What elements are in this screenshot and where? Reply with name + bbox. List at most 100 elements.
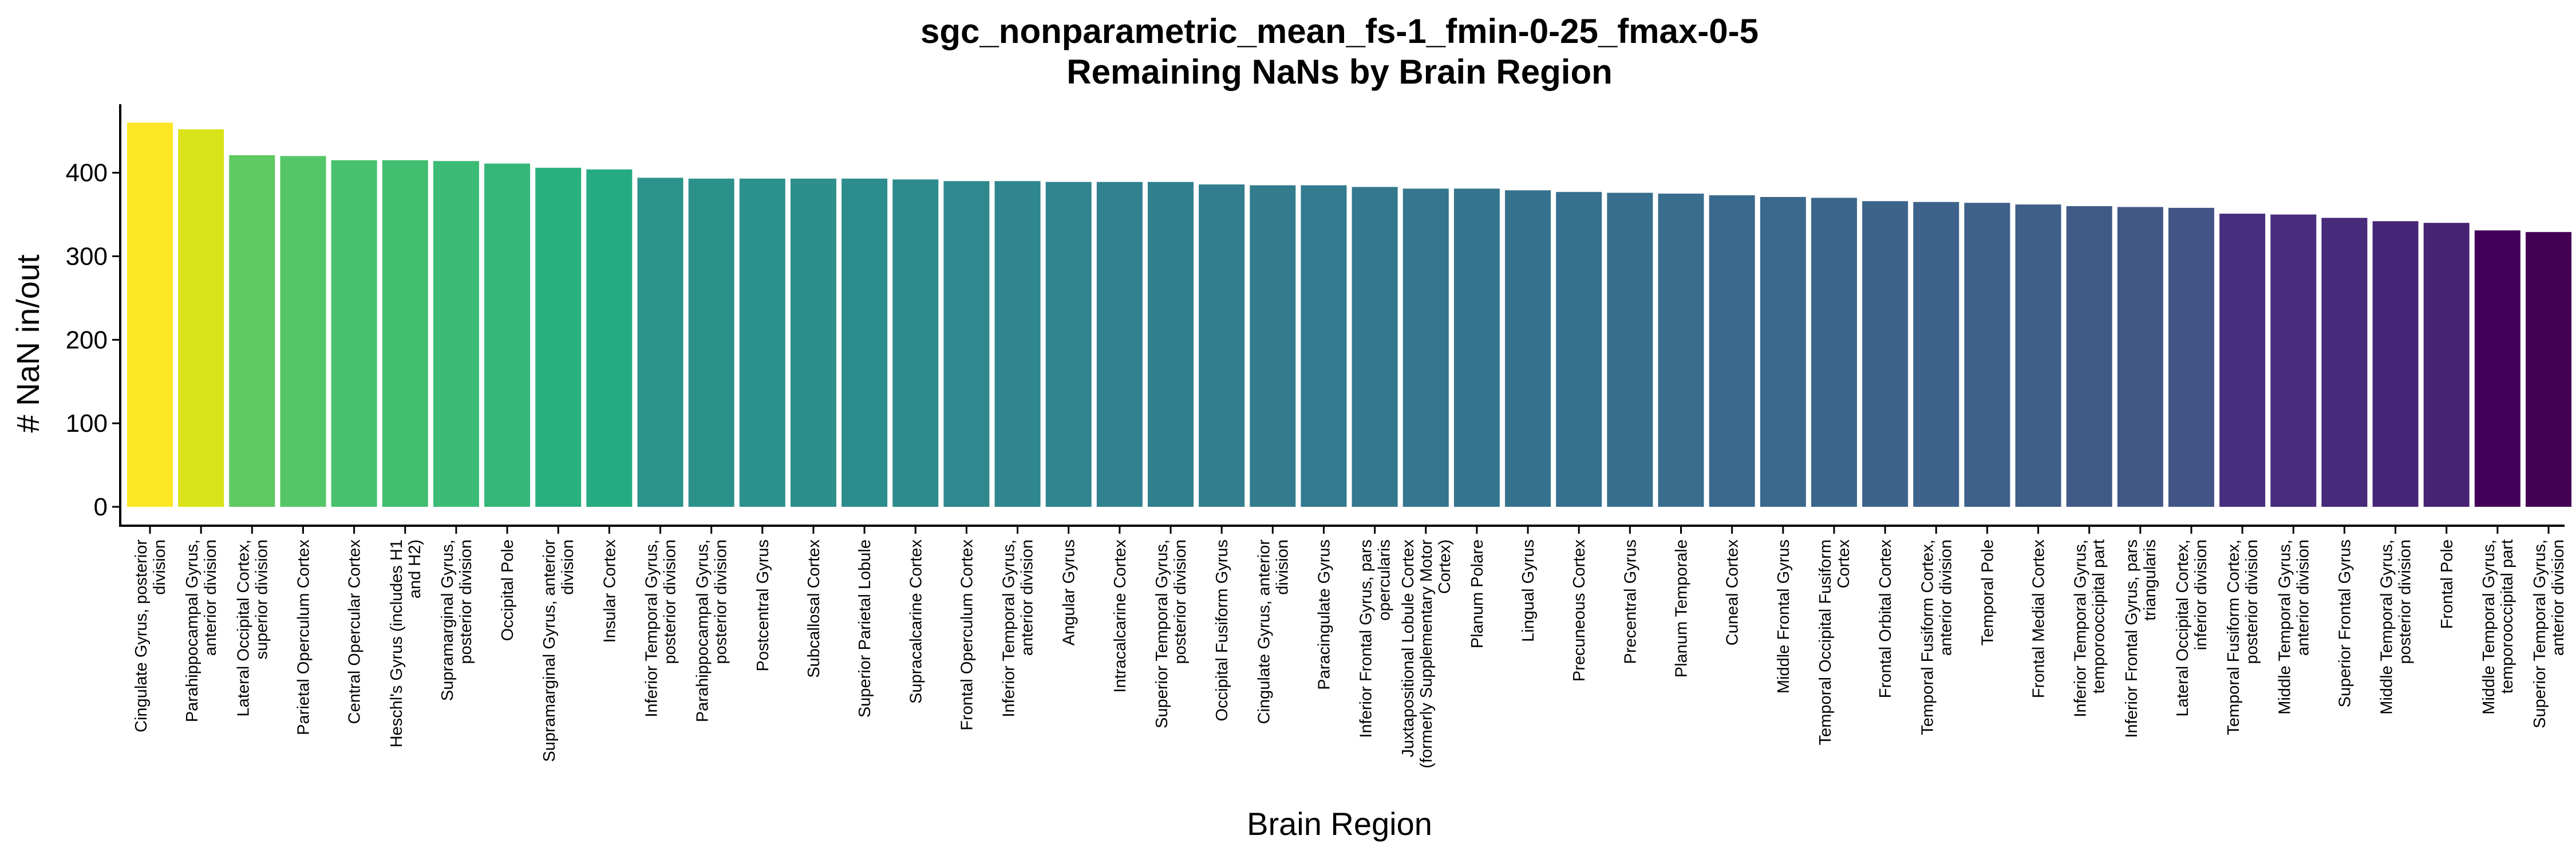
- bar: [1913, 202, 1959, 507]
- x-tick-label: Subcallosal Cortex: [805, 539, 823, 678]
- bar: [637, 178, 683, 507]
- bar: [790, 178, 836, 507]
- x-tick-label: Frontal Medial Cortex: [2030, 539, 2048, 699]
- x-tick-label: Middle Frontal Gyrus: [1775, 539, 1793, 693]
- x-tick-label: Parahippocampal Gyrus,anterior division: [183, 539, 220, 722]
- bar: [1301, 185, 1347, 507]
- y-axis: 0 100 200 300 400: [66, 104, 121, 526]
- bar: [280, 156, 326, 507]
- x-tick-label: Planum Polare: [1468, 539, 1487, 648]
- x-tick-label: Supramarginal Gyrus,posterior division: [438, 539, 475, 701]
- bar: [994, 181, 1041, 507]
- x-tick-label: Paracingulate Gyrus: [1315, 539, 1333, 690]
- chart-title: sgc_nonparametric_mean_fs-1_fmin-0-25_fm…: [920, 12, 1759, 50]
- x-tick-label: Middle Temporal Gyrus,temporooccipital p…: [2480, 539, 2516, 715]
- x-tick-label: Cingulate Gyrus, anteriordivision: [1255, 539, 1291, 724]
- bar: [2168, 207, 2214, 507]
- x-tick-label: Cingulate Gyrus, posteriordivision: [132, 539, 169, 732]
- bar: [2474, 230, 2520, 507]
- bar: [2066, 206, 2112, 507]
- bar: [1096, 182, 1143, 507]
- y-tick-label: 200: [66, 326, 108, 354]
- x-tick-label: Inferior Temporal Gyrus,posterior divisi…: [643, 539, 679, 718]
- y-tick-label: 400: [66, 159, 108, 187]
- x-axis-label: Brain Region: [1247, 806, 1432, 842]
- x-tick-label: Frontal Pole: [2438, 539, 2456, 629]
- bar: [2526, 232, 2572, 507]
- x-tick-label: Occipital Pole: [499, 539, 517, 641]
- x-tick-label: Superior Temporal Gyrus,anterior divisio…: [2531, 539, 2567, 728]
- bar: [2117, 207, 2163, 507]
- x-tick-label: Middle Temporal Gyrus,posterior division: [2378, 539, 2415, 715]
- bar: [382, 160, 428, 507]
- x-tick-label: Parahippocampal Gyrus,posterior division: [694, 539, 730, 722]
- x-tick-label: Temporal Pole: [1978, 539, 1997, 645]
- bar: [2270, 214, 2317, 507]
- bar: [688, 178, 734, 507]
- bar: [1402, 188, 1449, 507]
- x-axis: Cingulate Gyrus, posteriordivision Parahi…: [119, 525, 2567, 769]
- bar: [1760, 196, 1806, 507]
- x-tick-label: Superior Frontal Gyrus: [2336, 539, 2354, 707]
- bar: [586, 169, 633, 507]
- x-tick-label: Parietal Operculum Cortex: [294, 539, 313, 735]
- bar: [433, 161, 479, 507]
- bars-group: [127, 123, 2572, 507]
- bar: [229, 155, 275, 507]
- bar: [1862, 201, 1909, 507]
- y-axis-label: # NaN in/out: [10, 254, 46, 433]
- bar: [1250, 185, 1296, 507]
- y-tick-label: 0: [94, 493, 108, 521]
- bar: [739, 178, 785, 507]
- x-tick-label: Frontal Orbital Cortex: [1876, 539, 1895, 699]
- bar: [1505, 190, 1551, 507]
- bar: [127, 123, 173, 507]
- bar: [2423, 223, 2470, 507]
- bar: [1964, 203, 2010, 507]
- bar: [1352, 187, 1398, 507]
- x-tick-label: Inferior Frontal Gyrus, parsopercularis: [1357, 539, 1394, 738]
- x-tick-label: Superior Parietal Lobule: [856, 539, 874, 718]
- x-tick-label: Inferior Temporal Gyrus,temporooccipital…: [2072, 539, 2108, 718]
- bar: [841, 178, 888, 507]
- x-tick-label: Temporal Occipital FusiformCortex: [1816, 539, 1853, 746]
- x-tick-label: Temporal Fusiform Cortex,posterior divis…: [2225, 539, 2261, 735]
- bar: [2372, 221, 2419, 507]
- x-tick-label: Inferior Frontal Gyrus, parstriangularis: [2123, 539, 2159, 738]
- x-tick-label: Lingual Gyrus: [1519, 539, 1538, 642]
- x-tick-label: Precentral Gyrus: [1621, 539, 1639, 664]
- bar: [1607, 192, 1653, 507]
- bar: [1148, 182, 1194, 507]
- x-tick-label: Juxtapositional Lobule Cortex(formerly S…: [1399, 539, 1454, 769]
- x-tick-label: Lateral Occipital Cortex,inferior divisi…: [2174, 539, 2210, 716]
- x-tick-label: Intracalcarine Cortex: [1111, 539, 1129, 693]
- x-tick-label: Heschl's Gyrus (includes H1and H2): [388, 539, 424, 747]
- x-tick-label: Postcentral Gyrus: [754, 539, 772, 671]
- bar: [2015, 204, 2061, 507]
- bar: [892, 179, 939, 507]
- bar: [943, 181, 990, 507]
- bar: [1556, 192, 1602, 507]
- x-tick-label: Occipital Fusiform Gyrus: [1213, 539, 1231, 721]
- y-tick-label: 100: [66, 409, 108, 438]
- chart-subtitle: Remaining NaNs by Brain Region: [1066, 53, 1613, 91]
- bar: [1658, 194, 1704, 507]
- bar: [1709, 195, 1755, 507]
- bar: [331, 160, 377, 507]
- bar: [2321, 218, 2368, 507]
- y-tick-label: 300: [66, 243, 108, 271]
- bar: [1453, 188, 1500, 507]
- bar: [1811, 198, 1857, 507]
- x-tick-label: Middle Temporal Gyrus,anterior division: [2275, 539, 2312, 715]
- bar: [484, 163, 531, 507]
- bar: [2219, 214, 2266, 507]
- bar: [1045, 182, 1092, 507]
- x-tick-label: Temporal Fusiform Cortex,anterior divisi…: [1918, 539, 1955, 735]
- x-tick-label: Lateral Occipital Cortex,superior divisi…: [234, 539, 271, 716]
- x-tick-label: Frontal Operculum Cortex: [958, 539, 976, 731]
- x-tick-label: Supramarginal Gyrus, anteriordivision: [540, 539, 577, 762]
- x-tick-label: Cuneal Cortex: [1724, 539, 1742, 646]
- x-tick-label: Supracalcarine Cortex: [907, 539, 925, 704]
- x-tick-label: Insular Cortex: [600, 539, 619, 643]
